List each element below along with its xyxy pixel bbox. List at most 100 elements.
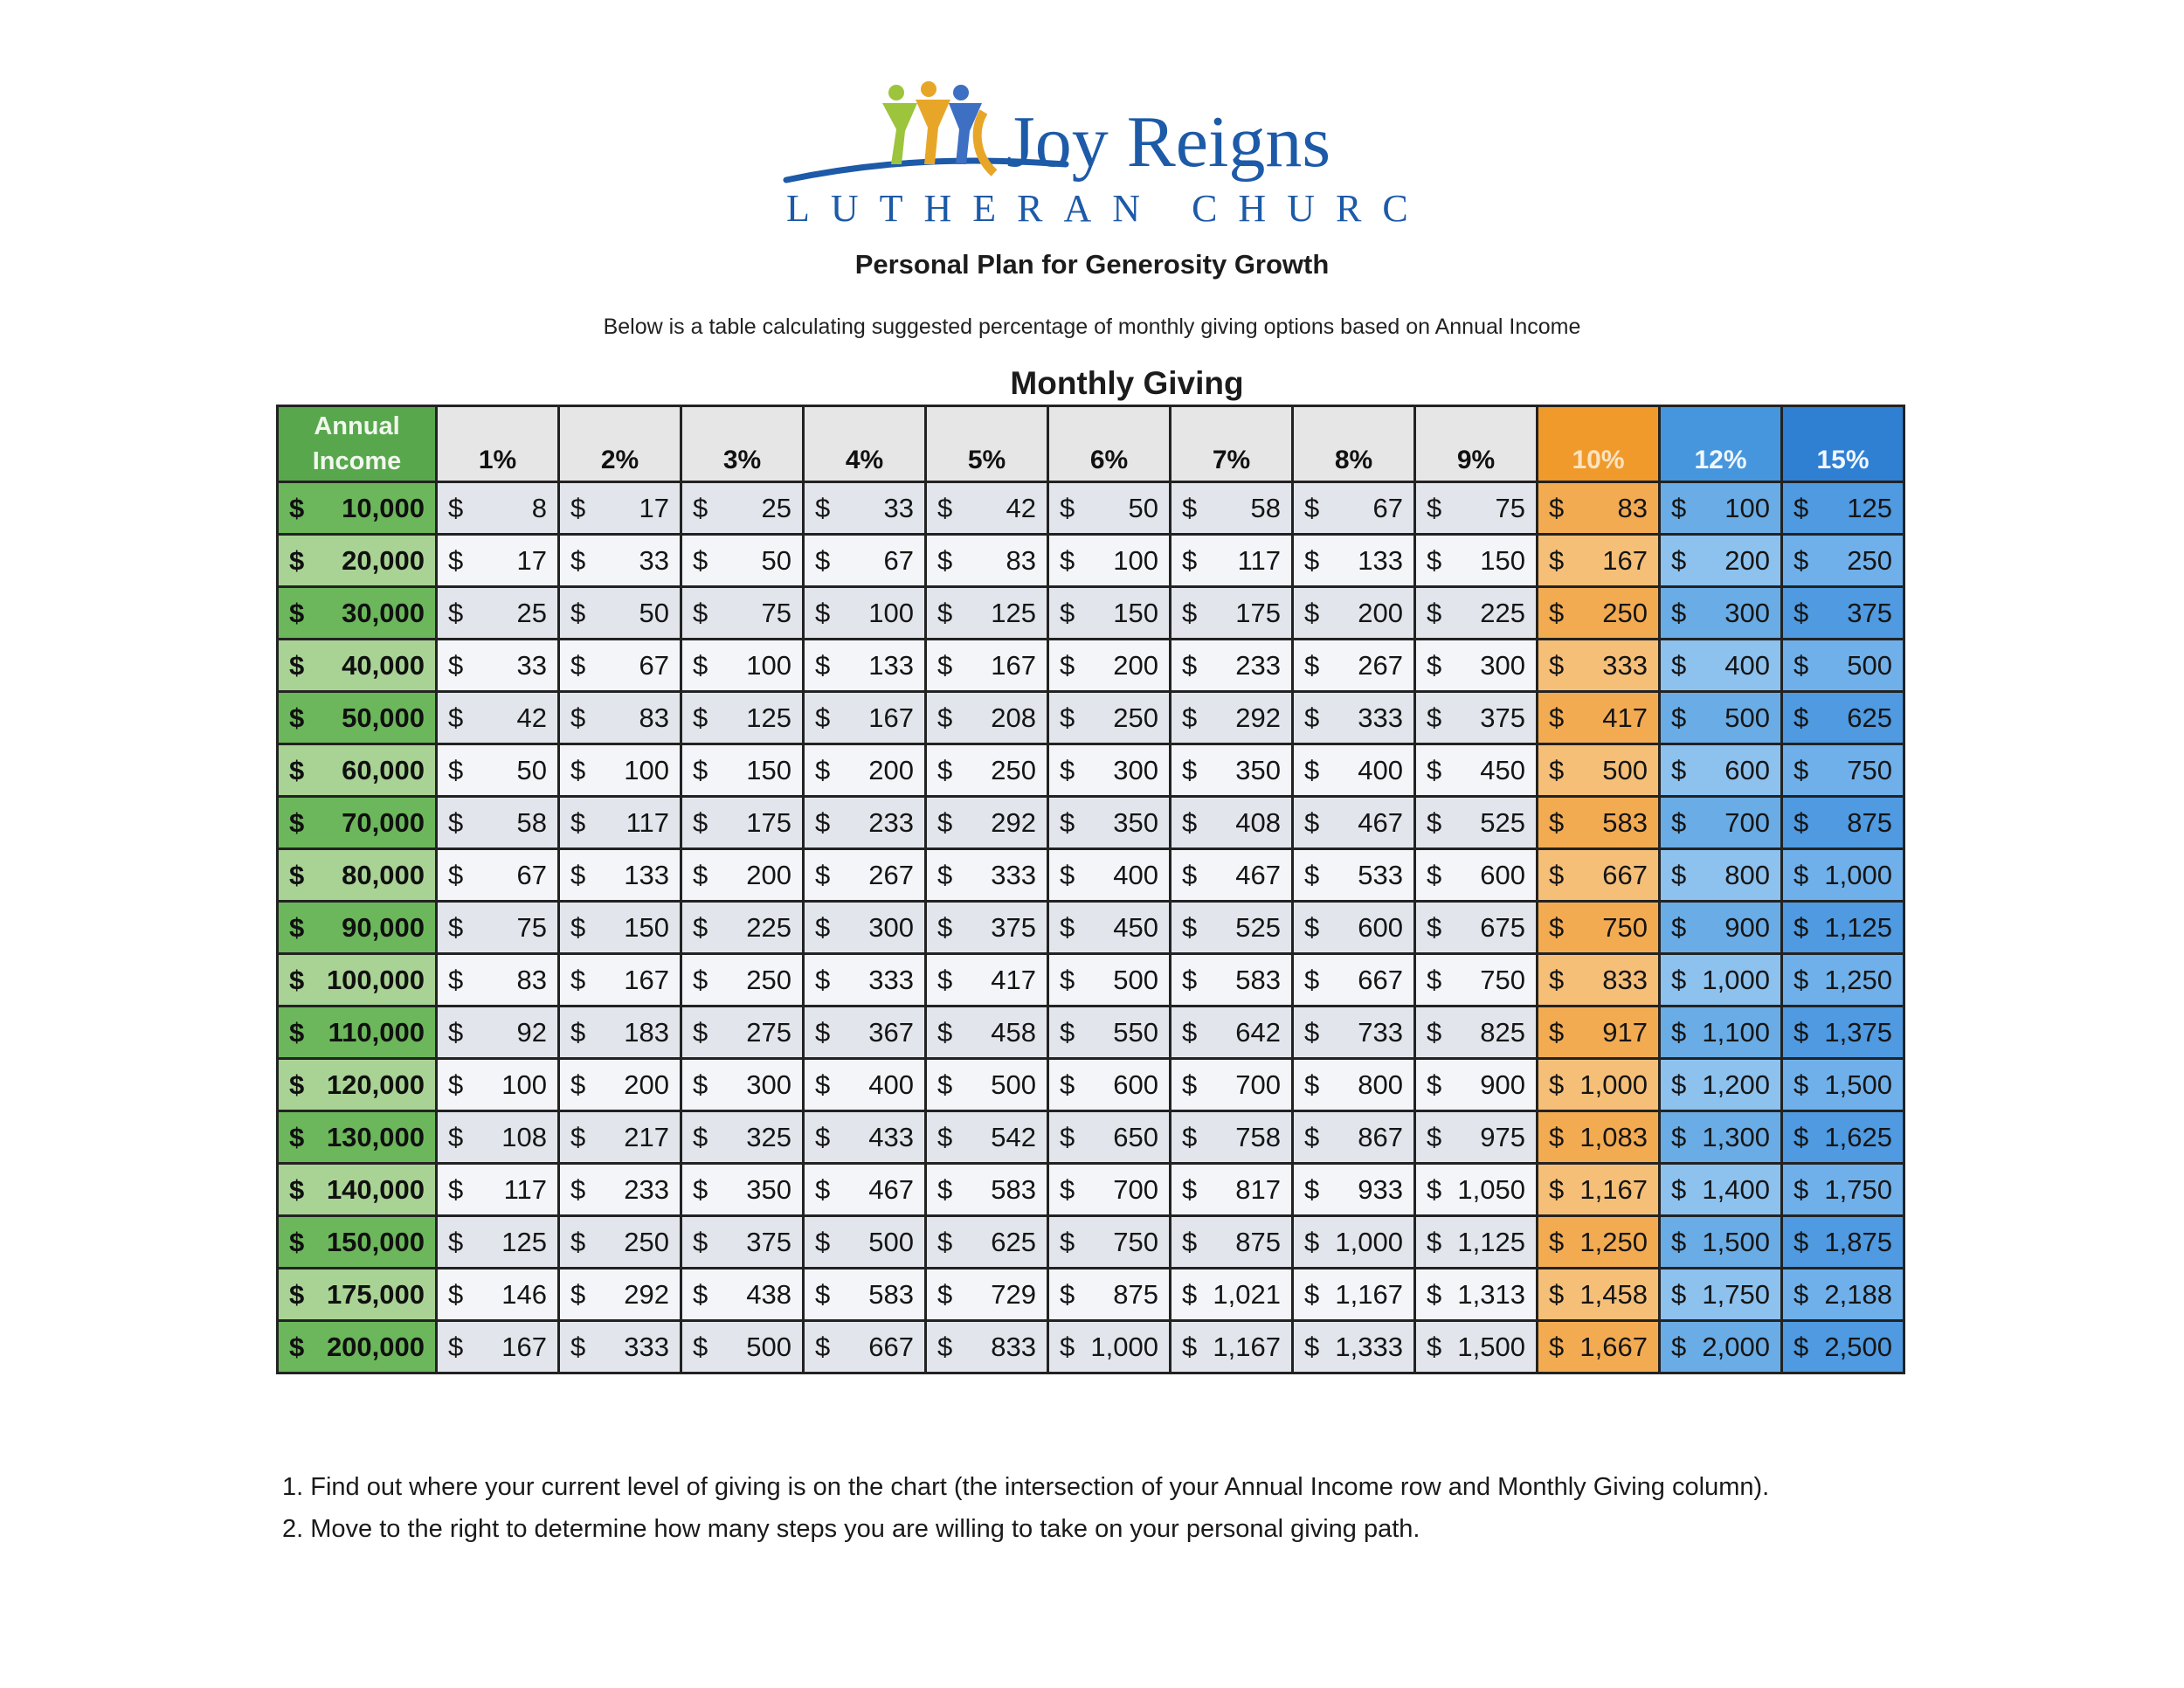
currency-symbol: $ xyxy=(448,1121,464,1152)
giving-cell: $758 xyxy=(1169,1110,1294,1165)
currency-symbol: $ xyxy=(1671,1226,1687,1257)
giving-value: 333 xyxy=(991,859,1036,890)
giving-value: 58 xyxy=(1250,492,1281,523)
currency-symbol: $ xyxy=(570,964,586,995)
giving-cell: $233 xyxy=(557,1162,682,1217)
giving-cell: $625 xyxy=(924,1214,1049,1269)
currency-symbol: $ xyxy=(815,649,831,681)
currency-symbol: $ xyxy=(815,597,831,628)
currency-symbol: $ xyxy=(1060,1278,1075,1310)
currency-symbol: $ xyxy=(1794,492,1809,523)
giving-value: 50 xyxy=(516,754,547,785)
giving-value: 25 xyxy=(761,492,791,523)
giving-value: 1,083 xyxy=(1579,1121,1648,1152)
giving-cell: $167 xyxy=(435,1319,560,1374)
giving-cell: $542 xyxy=(924,1110,1049,1165)
currency-symbol: $ xyxy=(937,492,953,523)
currency-symbol: $ xyxy=(1182,649,1198,681)
giving-value: 75 xyxy=(761,597,791,628)
giving-cell: $167 xyxy=(1536,533,1661,588)
giving-value: 667 xyxy=(1602,859,1648,890)
giving-cell: $83 xyxy=(557,690,682,745)
giving-cell: $300 xyxy=(1047,743,1171,798)
giving-cell: $200 xyxy=(1291,585,1416,640)
giving-cell: $500 xyxy=(1658,690,1783,745)
giving-cell: $167 xyxy=(557,952,682,1007)
giving-cell: $100 xyxy=(1047,533,1171,588)
currency-symbol: $ xyxy=(570,597,586,628)
giving-cell: $550 xyxy=(1047,1005,1171,1060)
giving-cell: $500 xyxy=(802,1214,927,1269)
currency-symbol: $ xyxy=(448,649,464,681)
currency-symbol: $ xyxy=(570,806,586,838)
giving-value: 42 xyxy=(1006,492,1036,523)
giving-cell: $200 xyxy=(1658,533,1783,588)
giving-cell: $1,313 xyxy=(1413,1267,1538,1322)
currency-symbol: $ xyxy=(1671,702,1687,733)
giving-value: 533 xyxy=(1358,859,1403,890)
giving-value: 450 xyxy=(1480,754,1525,785)
currency-symbol: $ xyxy=(570,544,586,576)
giving-value: 500 xyxy=(746,1331,791,1362)
giving-cell: $75 xyxy=(435,900,560,955)
currency-symbol: $ xyxy=(815,544,831,576)
giving-value: 867 xyxy=(1358,1121,1403,1152)
table-row: $80,000 $67 $133 $200 $267 $333 $400 $467 $533 $6… xyxy=(276,847,1905,903)
currency-symbol: $ xyxy=(693,1173,708,1205)
giving-cell: $875 xyxy=(1780,795,1905,850)
currency-symbol: $ xyxy=(289,1278,305,1310)
currency-symbol: $ xyxy=(1304,597,1320,628)
giving-value: 1,313 xyxy=(1457,1278,1525,1310)
page-description: Below is a table calculating suggested p… xyxy=(603,315,1581,339)
currency-symbol: $ xyxy=(1794,754,1809,785)
currency-symbol: $ xyxy=(1794,544,1809,576)
currency-symbol: $ xyxy=(693,911,708,943)
giving-cell: $875 xyxy=(1047,1267,1171,1322)
currency-symbol: $ xyxy=(1060,964,1075,995)
currency-symbol: $ xyxy=(448,1226,464,1257)
giving-cell: $225 xyxy=(680,900,805,955)
giving-value: 167 xyxy=(1602,544,1648,576)
currency-symbol: $ xyxy=(1671,1278,1687,1310)
income-value: 80,000 xyxy=(342,859,425,890)
currency-symbol: $ xyxy=(289,597,305,628)
giving-value: 817 xyxy=(1235,1173,1281,1205)
giving-value: 50 xyxy=(639,597,669,628)
giving-value: 83 xyxy=(1617,492,1648,523)
currency-symbol: $ xyxy=(693,1226,708,1257)
giving-value: 267 xyxy=(868,859,914,890)
currency-symbol: $ xyxy=(693,859,708,890)
giving-value: 100 xyxy=(746,649,791,681)
giving-cell: $367 xyxy=(802,1005,927,1060)
currency-symbol: $ xyxy=(1427,649,1442,681)
giving-value: 1,125 xyxy=(1824,911,1892,943)
income-value: 30,000 xyxy=(342,597,425,628)
income-cell: $100,000 xyxy=(276,952,438,1007)
giving-cell: $1,100 xyxy=(1658,1005,1783,1060)
giving-cell: $33 xyxy=(802,481,927,536)
giving-value: 200 xyxy=(1113,649,1158,681)
table-row: $175,000 $146 $292 $438 $583 $729 $875 $1,021 $1… xyxy=(276,1267,1905,1322)
currency-symbol: $ xyxy=(1182,702,1198,733)
currency-symbol: $ xyxy=(1304,806,1320,838)
giving-value: 600 xyxy=(1358,911,1403,943)
income-value: 60,000 xyxy=(342,754,425,785)
giving-value: 800 xyxy=(1724,859,1770,890)
giving-value: 458 xyxy=(991,1016,1036,1048)
giving-value: 175 xyxy=(1235,597,1281,628)
giving-cell: $250 xyxy=(924,743,1049,798)
giving-cell: $100 xyxy=(435,1057,560,1112)
giving-value: 1,000 xyxy=(1090,1331,1158,1362)
giving-cell: $1,125 xyxy=(1413,1214,1538,1269)
income-cell: $200,000 xyxy=(276,1319,438,1374)
giving-cell: $125 xyxy=(435,1214,560,1269)
giving-cell: $333 xyxy=(557,1319,682,1374)
currency-symbol: $ xyxy=(1304,1121,1320,1152)
currency-symbol: $ xyxy=(1060,1226,1075,1257)
currency-symbol: $ xyxy=(937,859,953,890)
currency-symbol: $ xyxy=(937,1121,953,1152)
giving-value: 417 xyxy=(991,964,1036,995)
giving-value: 583 xyxy=(868,1278,914,1310)
giving-cell: $800 xyxy=(1658,847,1783,903)
currency-symbol: $ xyxy=(1671,754,1687,785)
